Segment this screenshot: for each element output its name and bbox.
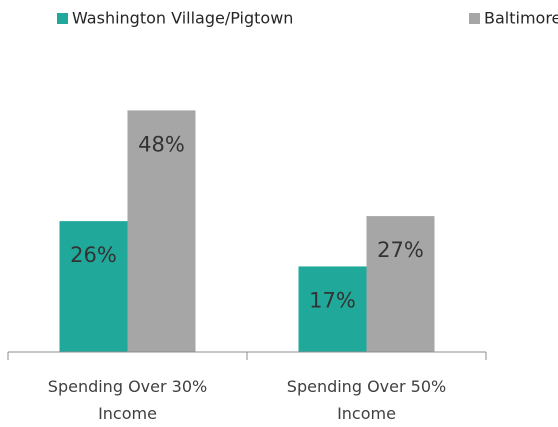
value-label: 17%	[309, 288, 356, 312]
legend-swatch	[57, 13, 68, 24]
bar	[127, 110, 196, 353]
value-label: 26%	[70, 243, 117, 267]
value-label: 48%	[138, 132, 185, 156]
x-tick-label: Spending Over 30% Income	[47, 377, 208, 423]
legend-label: Washington Village/Pigtown	[72, 9, 293, 28]
legend-label: Baltimore	[484, 9, 558, 28]
x-tick-label: Spending Over 50% Income	[286, 377, 447, 423]
legend-swatch	[469, 13, 480, 24]
bar	[366, 216, 435, 352]
value-label: 27%	[377, 238, 424, 262]
bar	[298, 266, 367, 352]
bar	[59, 221, 128, 352]
